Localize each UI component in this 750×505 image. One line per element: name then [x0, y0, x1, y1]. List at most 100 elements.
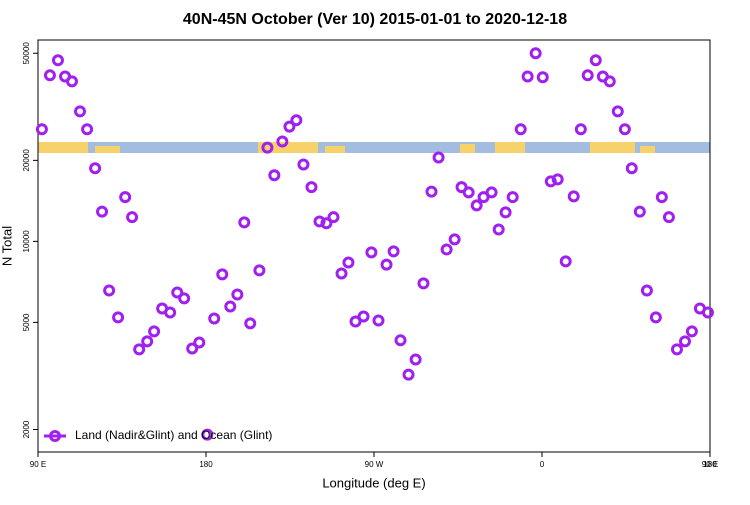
x-tick-label: 90 E: [702, 460, 718, 469]
marker: [253, 264, 266, 277]
x-tick-label: 180: [703, 460, 717, 469]
x-tick-label: 0: [540, 460, 545, 469]
marker: [678, 335, 691, 348]
marker: [148, 325, 161, 338]
marker: [701, 306, 714, 319]
marker: [662, 211, 675, 224]
map-strip: [38, 142, 710, 153]
y-axis-label: N Total: [0, 226, 14, 266]
marker: [126, 211, 139, 224]
marker: [238, 216, 251, 229]
marker: [387, 245, 400, 258]
y-tick-label: 5000: [22, 313, 31, 331]
marker: [193, 336, 206, 349]
marker: [244, 317, 257, 330]
marker: [261, 141, 274, 154]
marker: [112, 311, 125, 324]
marker: [589, 54, 602, 67]
marker: [470, 199, 483, 212]
chart-title: 40N-45N October (Ver 10) 2015-01-01 to 2…: [183, 11, 567, 28]
marker: [536, 71, 549, 84]
marker: [551, 173, 564, 186]
marker: [297, 158, 310, 171]
x-tick-label: 90 E: [30, 460, 46, 469]
marker: [103, 284, 116, 297]
marker: [327, 211, 340, 224]
marker: [425, 185, 438, 198]
marker: [178, 292, 191, 305]
marker: [649, 311, 662, 324]
marker: [417, 277, 430, 290]
marker: [65, 75, 78, 88]
x-tick-label: 90 W: [365, 460, 384, 469]
marker: [372, 314, 385, 327]
marker: [402, 368, 415, 381]
y-tick-label: 10000: [22, 230, 31, 253]
y-tick-label: 2000: [22, 420, 31, 438]
marker: [685, 325, 698, 338]
marker: [365, 246, 378, 259]
marker: [342, 256, 355, 269]
marker: [305, 181, 318, 194]
marker: [201, 428, 214, 441]
marker: [432, 151, 445, 164]
marker: [349, 315, 362, 328]
marker: [448, 233, 461, 246]
marker: [380, 258, 393, 271]
y-tick-label: 20000: [22, 149, 31, 172]
x-tick-label: 180: [199, 460, 213, 469]
marker: [499, 206, 512, 219]
marker: [141, 335, 154, 348]
plot-frame: [37, 39, 711, 453]
marker: [559, 255, 572, 268]
marker: [618, 123, 631, 136]
legend-label: Land (Nadir&Glint) and Ocean (Glint): [75, 428, 272, 442]
marker: [171, 286, 184, 299]
marker: [506, 191, 519, 204]
marker: [567, 190, 580, 203]
marker: [485, 186, 498, 199]
marker: [231, 288, 244, 301]
marker: [462, 186, 475, 199]
marker: [74, 105, 86, 118]
marker: [208, 312, 221, 325]
marker: [492, 223, 505, 236]
marker: [313, 215, 326, 228]
marker: [164, 306, 177, 319]
marker: [51, 54, 64, 67]
marker: [89, 162, 102, 175]
marker: [521, 70, 534, 83]
marker: [133, 343, 146, 356]
marker: [268, 169, 281, 182]
marker: [640, 284, 653, 297]
marker: [357, 310, 370, 323]
marker: [633, 205, 646, 218]
marker: [224, 300, 237, 313]
marker: [283, 120, 296, 133]
x-axis-label: Longitude (deg E): [322, 475, 425, 490]
marker: [611, 105, 624, 118]
marker: [35, 123, 48, 136]
marker: [670, 343, 683, 356]
marker: [276, 135, 289, 148]
marker: [574, 123, 587, 136]
marker: [655, 191, 668, 204]
marker: [409, 353, 422, 366]
marker: [290, 114, 303, 127]
legend-marker: [49, 430, 61, 442]
marker: [216, 268, 229, 281]
marker: [514, 123, 527, 136]
marker: [186, 342, 199, 355]
marker: [440, 243, 453, 256]
marker: [625, 162, 638, 175]
marker: [320, 217, 333, 230]
marker: [394, 334, 407, 347]
marker: [96, 205, 109, 218]
marker: [529, 47, 542, 60]
marker: [603, 75, 616, 88]
marker: [581, 69, 594, 82]
marker: [119, 191, 132, 204]
marker: [43, 69, 56, 82]
marker: [335, 267, 348, 280]
